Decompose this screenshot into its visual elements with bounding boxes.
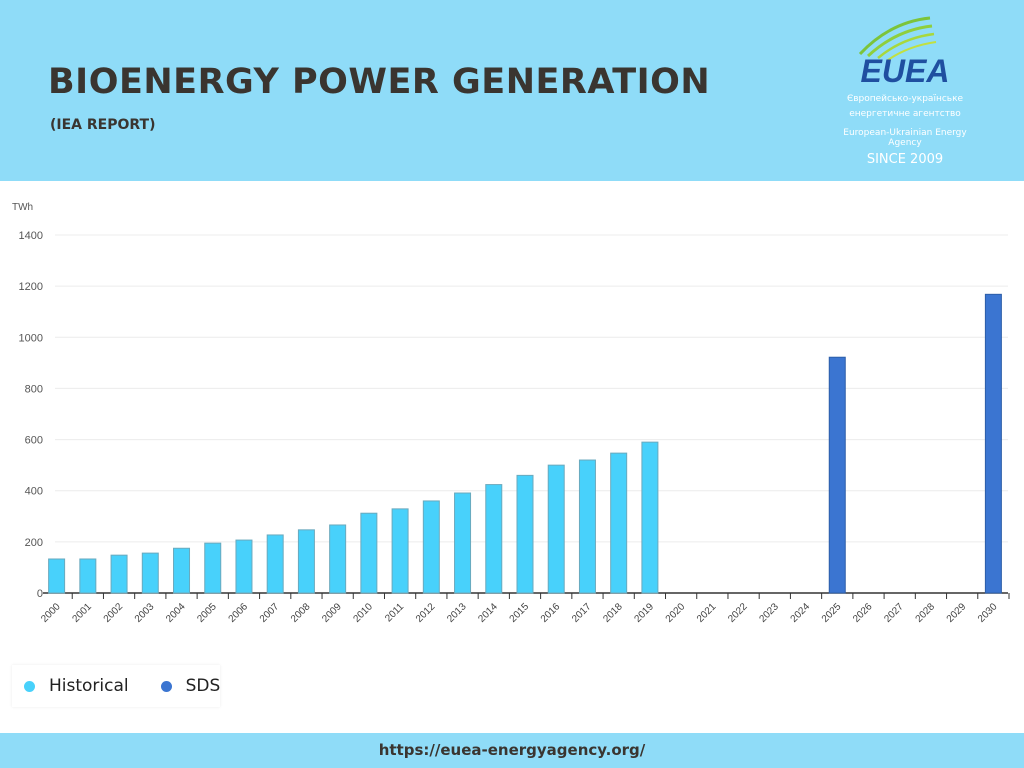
y-axis-label: TWh [12,202,33,213]
bar-sds-2025 [828,356,846,594]
legend-item-historical[interactable]: Historical [24,676,129,696]
x-tick-label: 2007 [258,601,282,625]
chart-legend: Historical SDS [12,665,220,707]
x-tick-label: 2022 [726,601,750,625]
bar-historical-2010 [360,512,378,594]
bar-historical-2002 [110,554,128,594]
logo-ua-line-2: енергетичне агентство [849,109,961,119]
bar-historical-2003 [141,552,159,594]
bar-historical-2006 [235,539,253,594]
bar-historical-2012 [422,500,440,594]
x-tick-label: 2016 [539,601,563,625]
legend-item-sds[interactable]: SDS [160,676,221,696]
bar-historical-2016 [547,464,565,594]
x-tick-label: 2015 [508,601,532,625]
bar-historical-2014 [485,484,503,594]
bar-historical-2007 [266,534,284,594]
svg-text:EUEA: EUEA [861,53,950,86]
x-tick-label: 2011 [383,601,406,624]
x-tick-label: 2000 [39,601,63,625]
x-tick-label: 2019 [633,601,657,625]
y-tick-label: 200 [25,537,43,549]
x-tick-label: 2014 [476,601,500,625]
x-tick-label: 2010 [351,601,375,625]
x-tick-label: 2028 [914,601,938,625]
x-tick-label: 2005 [195,601,219,625]
bar-historical-2015 [516,474,534,594]
euea-logo: EUEA Європейсько-українське енергетичне … [830,14,980,167]
legend-label-sds: SDS [185,676,221,696]
website-link[interactable]: https://euea-energyagency.org/ [378,741,646,759]
header-banner: BIOENERGY POWER GENERATION (IEA REPORT) … [0,0,1024,181]
page-title: BIOENERGY POWER GENERATION [48,62,711,102]
bar-historical-2000 [48,558,66,594]
legend-dot-historical [24,680,35,692]
y-tick-label: 1200 [19,281,43,293]
x-tick-label: 2008 [289,601,313,625]
x-tick-label: 2018 [601,601,625,625]
x-tick-label: 2027 [882,601,906,625]
x-tick-label: 2025 [820,601,844,625]
x-tick-label: 2030 [976,601,1000,625]
x-tick-label: 2021 [695,601,719,625]
bar-historical-2018 [610,452,628,594]
x-tick-label: 2012 [414,601,438,625]
y-tick-label: 1400 [19,230,43,242]
x-tick-label: 2006 [227,601,251,625]
y-tick-label: 0 [37,588,43,600]
x-tick-label: 2001 [70,601,94,625]
bar-sds-2030 [984,293,1002,594]
bar-historical-2017 [578,459,596,594]
page-subtitle: (IEA REPORT) [50,117,156,133]
x-tick-label: 2013 [445,601,469,625]
bar-historical-2008 [297,529,315,594]
x-tick-label: 2017 [570,601,594,625]
bar-historical-2001 [79,558,97,594]
y-tick-label: 400 [25,486,43,498]
x-tick-label: 2004 [164,601,188,625]
legend-label-historical: Historical [49,676,129,696]
legend-dot-sds [160,680,172,692]
x-tick-label: 2020 [664,601,688,625]
bar-historical-2019 [641,441,659,594]
x-tick-label: 2003 [133,601,157,625]
y-tick-label: 1000 [19,332,43,344]
bar-historical-2013 [454,492,472,594]
x-tick-label: 2002 [102,601,126,625]
x-tick-label: 2009 [320,601,344,625]
x-tick-label: 2023 [757,601,781,625]
y-tick-label: 800 [25,383,43,395]
logo-ua-line-1: Європейсько-українське [846,94,964,104]
logo-en-line: European-Ukrainian Energy Agency [843,128,967,148]
x-tick-label: 2024 [789,601,813,625]
x-tick-label: 2026 [851,601,875,625]
bar-historical-2009 [329,524,347,594]
x-tick-label: 2029 [945,601,969,625]
footer-banner: https://euea-energyagency.org/ [0,733,1024,768]
bar-historical-2005 [204,542,222,594]
euea-logo-icon: EUEA [858,16,950,89]
logo-since: SINCE 2009 [866,152,944,167]
y-tick-label: 600 [25,435,43,447]
bar-historical-2011 [391,508,409,594]
bar-chart: TWh 0 200 400 600 800 1000 1200 1400 2000 2001 20… [12,202,1010,625]
bar-historical-2004 [173,547,191,594]
